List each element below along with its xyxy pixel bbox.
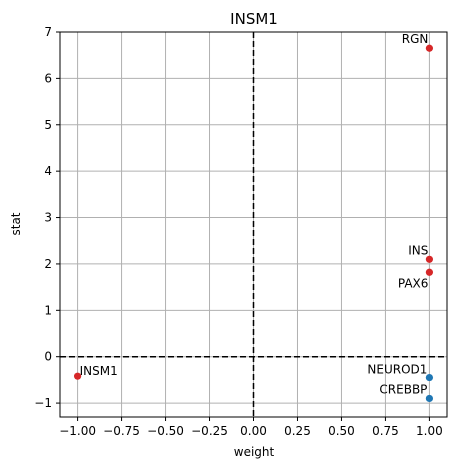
point-label-rgn: RGN <box>402 32 429 46</box>
y-tick-label: 3 <box>44 211 52 225</box>
point-neurod1 <box>425 373 434 382</box>
x-tick-label: −0.25 <box>191 424 228 438</box>
x-tick-label: −0.75 <box>103 424 140 438</box>
data-points <box>73 44 434 403</box>
y-axis-ticks: −1 0 1 2 3 4 5 6 7 <box>34 25 60 410</box>
y-tick-label: 7 <box>44 25 52 39</box>
y-tick-label: 4 <box>44 164 52 178</box>
y-axis-label: stat <box>9 212 23 235</box>
x-tick-label: 0.75 <box>372 424 399 438</box>
point-label-insm1: INSM1 <box>80 364 118 378</box>
point-label-neurod1: NEUROD1 <box>367 363 427 377</box>
point-label-crebbp: CREBBP <box>379 382 427 396</box>
x-tick-label: 0.00 <box>240 424 267 438</box>
y-tick-label: −1 <box>34 396 52 410</box>
x-tick-label: −0.50 <box>147 424 184 438</box>
x-axis-ticks: −1.00 −0.75 −0.50 −0.25 0.00 0.25 0.50 0.75 1.00 <box>59 417 443 438</box>
y-tick-label: 1 <box>44 303 52 317</box>
point-crebbp <box>425 394 434 403</box>
y-tick-label: 2 <box>44 257 52 271</box>
x-tick-label: −1.00 <box>59 424 96 438</box>
point-label-pax6: PAX6 <box>398 276 429 290</box>
y-tick-label: 0 <box>44 350 52 364</box>
x-tick-label: 0.25 <box>284 424 311 438</box>
point-rgn <box>425 44 434 52</box>
x-axis-label: weight <box>234 445 275 459</box>
y-tick-label: 6 <box>44 71 52 85</box>
point-pax6 <box>425 268 434 276</box>
point-labels: RGN INS PAX6 INSM1 NEUROD1 CREBBP <box>80 32 429 396</box>
x-tick-label: 1.00 <box>416 424 443 438</box>
y-tick-label: 5 <box>44 118 52 132</box>
x-tick-label: 0.50 <box>328 424 355 438</box>
point-label-ins: INS <box>408 243 428 257</box>
reference-lines <box>60 32 447 417</box>
chart-title: INSM1 <box>230 10 278 28</box>
point-insm1 <box>73 372 82 380</box>
point-ins <box>425 255 434 263</box>
